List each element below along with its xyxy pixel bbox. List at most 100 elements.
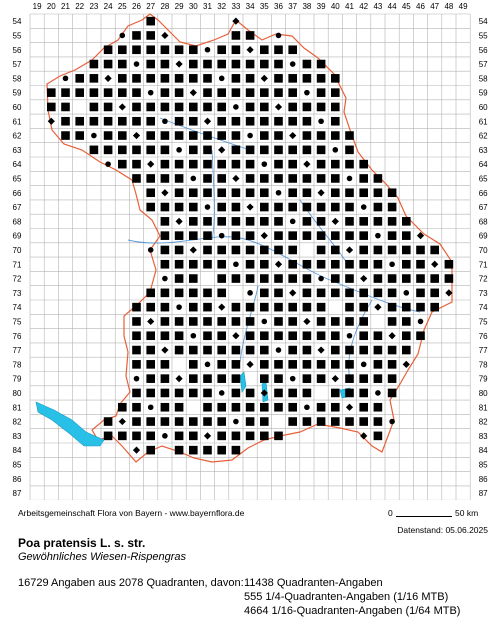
occurrence-square — [245, 88, 255, 97]
occurrence-square — [288, 74, 297, 83]
occurrence-square — [274, 288, 283, 298]
occurrence-square — [302, 74, 312, 83]
occurrence-square — [260, 360, 269, 369]
occurrence-square — [331, 245, 340, 255]
y-label-right: 69 — [479, 232, 488, 241]
occurrence-square — [118, 74, 127, 83]
occurrence-square — [274, 59, 283, 69]
occurrence-square — [316, 59, 326, 69]
occurrence-square — [245, 302, 255, 312]
x-label-top: 41 — [345, 2, 354, 11]
occurrence-circle — [62, 75, 69, 82]
occurrence-square — [260, 188, 269, 198]
occurrence-square — [189, 202, 198, 212]
occurrence-square — [231, 74, 241, 83]
occurrence-circle — [318, 275, 324, 282]
occurrence-circle — [190, 332, 197, 339]
occurrence-square — [331, 74, 340, 83]
x-label-top: 27 — [146, 2, 155, 11]
x-label-top: 49 — [459, 2, 468, 11]
occurrence-square — [274, 317, 283, 326]
occurrence-square — [331, 417, 340, 426]
occurrence-square — [132, 159, 141, 169]
occurrence-square — [402, 245, 411, 255]
occurrence-square — [302, 188, 312, 198]
occurrence-square — [302, 288, 312, 298]
species-name: Poa pratensis L. s. str. — [18, 536, 146, 550]
occurrence-square — [160, 302, 170, 312]
occurrence-square — [146, 188, 155, 198]
occurrence-square — [89, 88, 99, 97]
occurrence-square — [132, 417, 141, 426]
occurrence-square — [160, 360, 170, 369]
occurrence-square — [316, 417, 326, 426]
occurrence-square — [430, 302, 439, 312]
occurrence-square — [189, 259, 198, 269]
occurrence-square — [217, 259, 226, 269]
occurrence-square — [331, 174, 340, 183]
y-label-right: 73 — [479, 289, 488, 298]
occurrence-diamond — [260, 74, 268, 82]
y-label-right: 59 — [479, 89, 488, 98]
occurrence-square — [132, 360, 141, 369]
occurrence-circle — [261, 318, 268, 325]
occurrence-diamond — [232, 174, 240, 183]
occurrence-diamond — [218, 146, 226, 154]
x-label-top: 21 — [61, 2, 70, 11]
occurrence-square — [260, 88, 269, 97]
lake-constance — [35, 401, 105, 447]
y-label-left: 67 — [13, 203, 22, 212]
occurrence-square — [331, 202, 340, 212]
occurrence-square — [174, 202, 184, 212]
occurrence-square — [174, 116, 184, 126]
occurrence-square — [132, 402, 141, 412]
occurrence-square — [288, 116, 297, 126]
occurrence-square — [274, 131, 283, 140]
occurrence-diamond — [118, 417, 126, 426]
occurrence-square — [160, 202, 170, 212]
occurrence-diamond — [331, 375, 339, 383]
y-label-right: 77 — [479, 346, 488, 355]
occurrence-square — [160, 288, 170, 298]
occurrence-square — [316, 174, 326, 183]
occurrence-square — [260, 217, 269, 226]
y-label-left: 63 — [13, 146, 22, 155]
y-label-left: 80 — [13, 389, 22, 398]
occurrence-square — [245, 31, 255, 40]
occurrence-square — [245, 145, 255, 155]
occurrence-square — [174, 131, 184, 140]
occurrence-circle — [403, 290, 410, 296]
occurrence-square — [260, 245, 269, 255]
occurrence-square — [260, 302, 269, 312]
x-label-top: 38 — [302, 2, 311, 11]
occurrence-square — [146, 131, 155, 140]
occurrence-square — [160, 159, 170, 169]
occurrence-square — [174, 288, 184, 298]
occurrence-square — [260, 417, 269, 426]
y-label-left: 70 — [13, 246, 22, 255]
x-label-top: 44 — [388, 2, 397, 11]
occurrence-square — [345, 345, 354, 355]
occurrence-diamond — [374, 303, 382, 311]
occurrence-square — [103, 431, 113, 441]
occurrence-square — [189, 217, 198, 226]
occurrence-circle — [133, 375, 140, 382]
occurrence-square — [359, 388, 368, 398]
y-label-left: 72 — [13, 275, 22, 284]
occurrence-square — [89, 145, 99, 155]
occurrence-square — [160, 331, 170, 341]
y-label-right: 65 — [479, 174, 488, 183]
occurrence-square — [118, 159, 127, 169]
occurrence-square — [118, 45, 127, 55]
occurrence-square — [288, 174, 297, 183]
occurrence-square — [174, 188, 184, 198]
y-label-right: 56 — [479, 46, 488, 55]
occurrence-square — [47, 88, 56, 97]
occurrence-square — [260, 402, 269, 412]
occurrence-square — [118, 88, 127, 97]
occurrence-square — [345, 317, 354, 326]
occurrence-square — [75, 74, 84, 83]
occurrence-square — [160, 388, 170, 398]
occurrence-diamond — [232, 332, 240, 340]
occurrence-square — [146, 31, 155, 40]
